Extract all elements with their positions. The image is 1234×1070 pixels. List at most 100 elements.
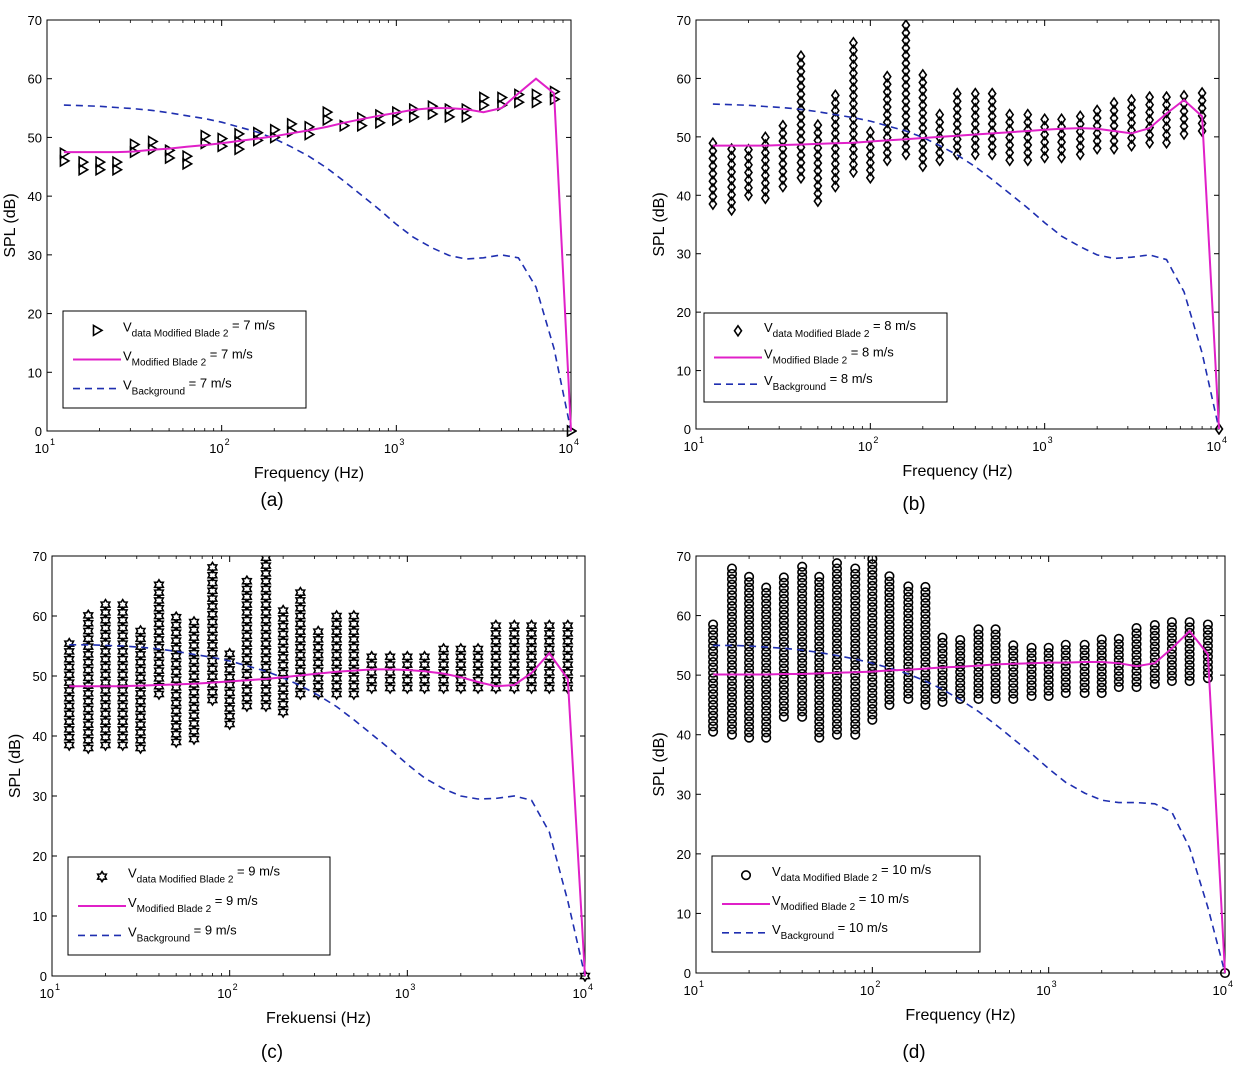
scatter-point xyxy=(170,626,182,640)
scatter-point xyxy=(1127,93,1137,107)
scatter-point xyxy=(865,140,875,154)
scatter-point xyxy=(850,617,861,628)
scatter-point xyxy=(867,634,878,645)
scatter-point xyxy=(1008,677,1019,688)
scatter-point xyxy=(708,624,719,635)
scatter-point xyxy=(761,700,772,711)
scatter-point xyxy=(937,659,948,670)
legend-suffix: = 7 m/s xyxy=(206,347,253,362)
scatter-point xyxy=(708,673,719,684)
scatter-point xyxy=(778,615,789,626)
scatter-point xyxy=(1079,645,1090,656)
scatter-point xyxy=(188,677,200,691)
scatter-point xyxy=(82,718,94,732)
scatter-point xyxy=(727,195,737,209)
scatter-point xyxy=(99,621,112,635)
scatter-point xyxy=(99,652,112,666)
legend-subscript: Modified Blade 2 xyxy=(773,356,848,367)
scatter-point xyxy=(95,155,107,169)
scatter-point xyxy=(78,163,90,177)
scatter-point xyxy=(63,668,75,682)
legend: Vdata Modified Blade 2 = 7 m/sVModified … xyxy=(62,310,307,409)
scatter-point xyxy=(1145,105,1155,119)
scatter-point xyxy=(322,105,334,119)
scatter-point xyxy=(744,143,753,157)
scatter-point xyxy=(1040,150,1050,164)
legend-v: V xyxy=(772,893,781,908)
scatter-point xyxy=(437,650,450,664)
scatter-point xyxy=(884,581,895,593)
scatter-point xyxy=(920,624,931,635)
scatter-point xyxy=(1026,685,1037,696)
scatter-point xyxy=(744,700,755,711)
scatter-point xyxy=(831,665,843,676)
scatter-column xyxy=(1166,617,1177,687)
legend-v: V xyxy=(764,320,773,335)
scatter-point xyxy=(1060,645,1071,656)
scatter-point xyxy=(850,649,861,660)
scatter-point xyxy=(797,626,808,637)
scatter-point xyxy=(814,598,825,609)
scatter-point xyxy=(579,969,591,982)
scatter-point xyxy=(1043,669,1054,680)
scatter-point xyxy=(525,634,538,648)
scatter-point xyxy=(1008,656,1019,667)
scatter-point xyxy=(850,600,861,612)
scatter-point xyxy=(778,583,789,594)
x-tick-exponent: 3 xyxy=(1052,979,1057,989)
scatter-point xyxy=(903,581,914,592)
scatter-point xyxy=(99,730,112,744)
scatter-point xyxy=(970,110,980,123)
scatter-point xyxy=(778,142,788,155)
scatter-point xyxy=(82,679,94,693)
scatter-point xyxy=(867,687,878,699)
scatter-point xyxy=(1202,624,1213,635)
scatter-column xyxy=(479,91,490,112)
scatter-point xyxy=(224,655,236,669)
x-tick-exponent: 1 xyxy=(50,437,55,447)
scatter-point xyxy=(1162,98,1171,112)
scatter-point xyxy=(1202,630,1213,641)
scatter-point xyxy=(531,95,543,109)
scatter-point xyxy=(867,575,878,586)
scatter-point xyxy=(867,645,878,656)
scatter-point xyxy=(955,640,966,651)
scatter-point xyxy=(726,686,738,697)
scatter-point xyxy=(796,57,806,71)
scatter-point xyxy=(99,637,112,651)
scatter-point xyxy=(797,588,808,599)
scatter-point xyxy=(170,665,182,679)
scatter-point xyxy=(260,582,272,596)
x-tick-label: 10 xyxy=(684,439,698,454)
scatter-point xyxy=(935,115,945,129)
scatter-point xyxy=(112,155,124,169)
scatter-point xyxy=(848,165,858,179)
scatter-point xyxy=(153,601,165,615)
scatter-point xyxy=(970,147,980,161)
scatter-point xyxy=(1184,617,1195,628)
legend-subscript: data Modified Blade 2 xyxy=(773,329,870,340)
legend-v: V xyxy=(128,866,137,881)
scatter-point xyxy=(761,625,772,636)
scatter-point xyxy=(1149,646,1160,657)
scatter-point xyxy=(814,609,825,620)
scatter-point xyxy=(708,683,719,694)
scatter-point xyxy=(778,636,789,647)
scatter-point xyxy=(1005,108,1015,122)
scatter-point xyxy=(1026,674,1037,685)
scatter-point xyxy=(1214,422,1224,435)
scatter-point xyxy=(778,149,788,163)
scatter-point xyxy=(973,629,984,640)
scatter-point xyxy=(744,614,755,625)
scatter-point xyxy=(277,658,289,672)
scatter-point xyxy=(884,651,895,662)
scatter-point xyxy=(1026,642,1037,653)
scatter-point xyxy=(1079,671,1090,682)
scatter-point xyxy=(508,665,520,679)
scatter-point xyxy=(937,696,948,708)
scatter-point xyxy=(937,664,948,675)
scatter-point xyxy=(153,671,165,685)
scatter-point xyxy=(744,158,753,172)
scatter-point xyxy=(797,583,808,594)
scatter-point xyxy=(903,624,914,635)
